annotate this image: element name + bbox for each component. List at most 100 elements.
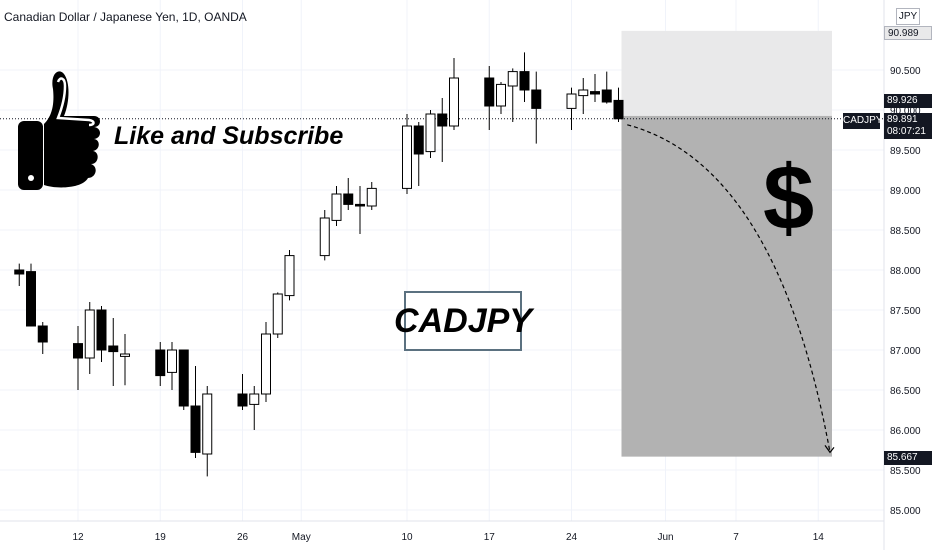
candle[interactable]	[613, 87, 624, 122]
candle[interactable]	[73, 326, 83, 390]
candle[interactable]	[178, 349, 189, 410]
y-tick-label: 88.000	[890, 266, 921, 277]
candle-body	[531, 89, 542, 109]
x-tick-label: 26	[237, 532, 249, 543]
candle-body	[566, 93, 577, 109]
candle[interactable]	[578, 78, 589, 114]
candle-body	[355, 203, 365, 207]
candle[interactable]	[507, 68, 518, 122]
candle-body	[249, 393, 260, 405]
candle-body	[601, 89, 612, 103]
candle[interactable]	[167, 342, 177, 390]
candle[interactable]	[190, 366, 201, 458]
candle[interactable]	[331, 186, 342, 226]
candle[interactable]	[366, 182, 377, 210]
candle[interactable]	[601, 71, 612, 104]
candle-body	[178, 349, 189, 407]
projection-curve	[627, 124, 831, 453]
y-tick-label: 86.500	[890, 386, 921, 397]
candle-body	[402, 125, 412, 189]
y-tick-label: 89.000	[890, 186, 921, 197]
candle[interactable]	[519, 52, 530, 102]
candle[interactable]	[496, 82, 506, 114]
candle-body	[284, 255, 295, 297]
candle-body	[155, 349, 166, 377]
y-tick-label: 87.500	[890, 306, 921, 317]
candle-body	[437, 113, 448, 127]
x-tick-label: 14	[813, 532, 825, 543]
candle-body	[413, 125, 424, 155]
candle[interactable]	[108, 318, 119, 386]
candle-body	[202, 393, 213, 455]
candle-body	[84, 309, 95, 359]
candle-body	[108, 345, 119, 353]
candle-body	[261, 333, 271, 395]
thumbs-up-icon	[18, 71, 100, 190]
candle[interactable]	[237, 374, 248, 410]
candle-body	[496, 83, 506, 107]
candle[interactable]	[319, 210, 330, 261]
price-tag-bottom: 85.667	[884, 451, 932, 465]
candle[interactable]	[402, 114, 412, 194]
candle-body	[73, 343, 83, 359]
candle[interactable]	[484, 66, 495, 130]
price-tag-top: 90.989	[884, 26, 932, 40]
candle[interactable]	[84, 302, 95, 374]
candle-body	[14, 269, 25, 275]
candle-body	[237, 393, 248, 407]
candle[interactable]	[343, 178, 354, 210]
last-price: 89.891	[887, 114, 918, 125]
y-tick-label: 90.000	[890, 106, 921, 117]
candle-body	[590, 91, 600, 95]
candle[interactable]	[26, 263, 36, 327]
candle[interactable]	[284, 250, 295, 301]
candles[interactable]	[14, 52, 624, 477]
candle[interactable]	[413, 122, 424, 186]
candle-body	[190, 405, 201, 453]
candle[interactable]	[449, 58, 459, 130]
x-tick-label: 12	[72, 532, 84, 543]
candle[interactable]	[249, 386, 260, 430]
candle[interactable]	[272, 292, 283, 338]
candle-body	[319, 217, 330, 257]
candle[interactable]	[425, 110, 436, 158]
candle[interactable]	[155, 342, 166, 386]
y-tick-label: 87.000	[890, 346, 921, 357]
candle-body	[343, 193, 354, 205]
candle-body	[507, 71, 518, 87]
target-zone-upper	[621, 30, 832, 116]
candle[interactable]	[202, 386, 213, 477]
y-tick-label: 88.500	[890, 226, 921, 237]
last-price-tag: 89.891 08:07:21	[884, 113, 932, 139]
candle-body	[26, 271, 36, 327]
candle[interactable]	[531, 71, 542, 144]
projection-zone	[0, 30, 884, 457]
target-zone-lower	[621, 115, 832, 457]
candle-body	[519, 71, 530, 91]
y-tick-label: 86.000	[890, 426, 921, 437]
candle[interactable]	[590, 74, 600, 102]
candle-body	[425, 113, 436, 153]
y-tick-label: 85.500	[890, 466, 921, 477]
candle-body	[120, 353, 130, 357]
candle[interactable]	[355, 186, 365, 234]
like-subscribe-text: Like and Subscribe	[114, 122, 344, 150]
candle[interactable]	[566, 87, 577, 130]
candle-body	[37, 325, 48, 343]
candle[interactable]	[261, 322, 271, 402]
countdown: 08:07:21	[887, 126, 926, 137]
x-tick-label: 17	[484, 532, 496, 543]
currency-badge[interactable]: JPY	[896, 8, 920, 25]
candle[interactable]	[96, 306, 107, 362]
candle[interactable]	[14, 263, 25, 286]
symbol-tag: CADJPY	[843, 113, 882, 129]
x-tick-label: Jun	[657, 532, 673, 543]
y-tick-label: 85.000	[890, 506, 921, 517]
x-tick-label: May	[292, 532, 311, 543]
candle[interactable]	[120, 334, 130, 386]
candle[interactable]	[437, 98, 448, 162]
candle[interactable]	[37, 322, 48, 354]
